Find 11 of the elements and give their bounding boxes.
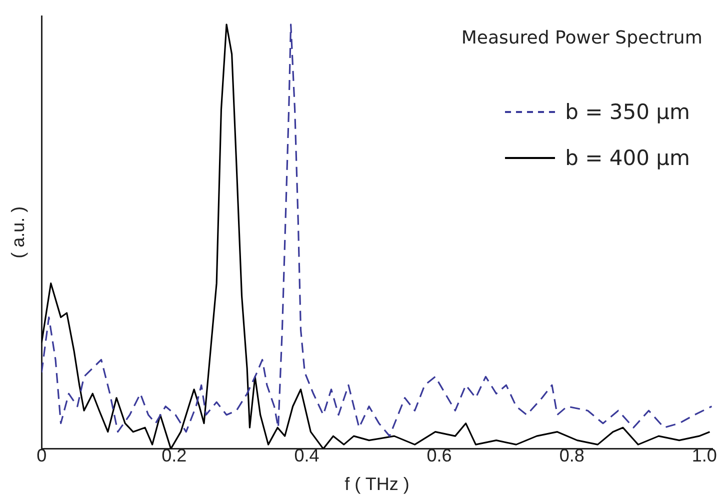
x-tick-label: 0.4	[294, 446, 320, 466]
x-axis-title: f ( THz )	[344, 474, 410, 494]
x-tick-label: 0.6	[426, 446, 452, 466]
legend-label: b = 400 μm	[565, 146, 690, 170]
x-tick-label: 0	[36, 446, 47, 466]
x-tick-label: 0.2	[162, 446, 187, 466]
x-tick-label: 1.0	[692, 446, 717, 466]
x-tick-label: 0.8	[559, 446, 584, 466]
y-axis-title: ( a.u. )	[8, 206, 28, 258]
legend-label: b = 350 μm	[565, 100, 690, 124]
chart-title: Measured Power Spectrum	[461, 28, 702, 49]
